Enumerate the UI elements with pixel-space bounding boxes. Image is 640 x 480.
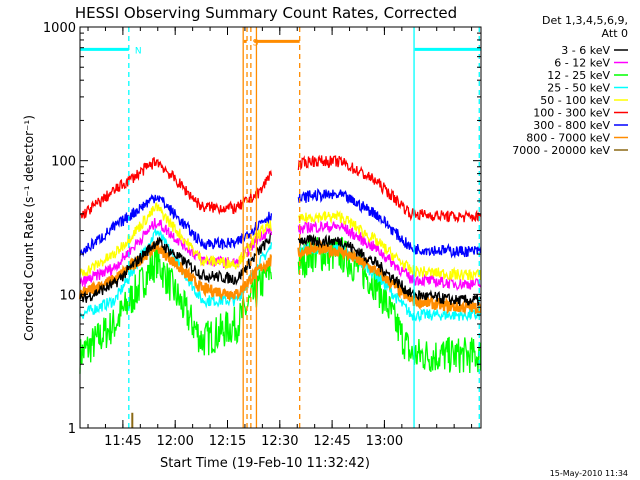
x-tick-label-0: 11:45 — [104, 434, 141, 449]
legend-header-line2: Att 0 — [602, 27, 628, 40]
x-tick-label-1: 12:00 — [156, 434, 193, 449]
axes: 1 10 100 1000 11:45 12:00 12:15 12:30 12:45 13:00 — [43, 21, 481, 449]
series-line-4 — [79, 202, 482, 281]
plot-area: NS — [78, 27, 482, 428]
legend-header-line1: Det 1,3,4,5,6,9, — [542, 14, 628, 27]
footer-timestamp: 15-May-2010 11:34 — [550, 469, 628, 478]
series-line-5 — [79, 154, 482, 224]
series-line-7 — [78, 239, 482, 315]
y-tick-label-2: 100 — [51, 155, 76, 170]
x-axis-label: Start Time (19-Feb-10 11:32:42) — [160, 456, 370, 471]
legend-label-4: 50 - 100 keV — [540, 94, 610, 107]
chart-title: HESSI Observing Summary Count Rates, Cor… — [75, 4, 457, 22]
annotation-label-1: S — [253, 38, 259, 48]
legend-label-6: 300 - 800 keV — [533, 119, 610, 132]
series-line-0 — [79, 231, 482, 307]
series-line-6 — [79, 187, 482, 259]
x-tick-label-3: 12:30 — [261, 434, 298, 449]
legend-label-2: 12 - 25 keV — [547, 69, 610, 82]
x-tick-label-4: 12:45 — [313, 434, 350, 449]
legend-label-8: 7000 - 20000 keV — [512, 144, 610, 157]
y-tick-label-1: 10 — [59, 288, 76, 303]
legend-label-1: 6 - 12 keV — [554, 57, 610, 70]
x-tick-label-5: 13:00 — [366, 434, 403, 449]
legend-label-0: 3 - 6 keV — [561, 44, 610, 57]
legend-label-5: 100 - 300 keV — [533, 107, 610, 120]
plot-frame — [79, 26, 482, 429]
legend-label-7: 800 - 7000 keV — [526, 132, 610, 145]
x-tick-label-2: 12:15 — [209, 434, 246, 449]
legend-label-3: 25 - 50 keV — [547, 82, 610, 95]
y-axis-label: Corrected Count Rate (s⁻¹ detector⁻¹) — [22, 115, 36, 341]
y-tick-label-0: 1 — [68, 422, 76, 437]
y-tick-label-3: 1000 — [43, 21, 76, 36]
annotation-label-0: N — [135, 46, 142, 56]
